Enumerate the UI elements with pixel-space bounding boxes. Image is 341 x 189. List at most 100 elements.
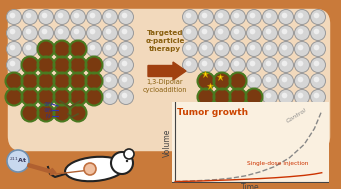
Circle shape	[311, 90, 326, 105]
Circle shape	[234, 13, 239, 18]
Circle shape	[38, 57, 55, 74]
Circle shape	[279, 74, 294, 88]
Circle shape	[295, 9, 310, 25]
Circle shape	[103, 9, 118, 25]
Circle shape	[262, 105, 279, 122]
Circle shape	[202, 61, 207, 66]
Circle shape	[23, 26, 38, 40]
Circle shape	[86, 57, 103, 74]
Circle shape	[106, 45, 112, 50]
Circle shape	[106, 13, 112, 18]
Circle shape	[182, 57, 197, 73]
Circle shape	[279, 57, 294, 73]
Circle shape	[21, 105, 39, 122]
Circle shape	[279, 9, 294, 25]
FancyArrow shape	[28, 163, 56, 175]
Circle shape	[213, 105, 231, 122]
Circle shape	[6, 26, 21, 40]
Text: 1,3-Dipolar
cycloaddition: 1,3-Dipolar cycloaddition	[143, 79, 187, 93]
Circle shape	[298, 13, 303, 18]
Circle shape	[202, 13, 207, 18]
Circle shape	[314, 29, 320, 34]
Circle shape	[54, 88, 71, 105]
Circle shape	[311, 42, 326, 57]
Circle shape	[198, 42, 213, 57]
Circle shape	[122, 61, 127, 66]
Circle shape	[198, 26, 213, 40]
Circle shape	[182, 42, 197, 57]
Circle shape	[38, 40, 55, 57]
Circle shape	[42, 13, 47, 18]
Circle shape	[54, 57, 71, 74]
Circle shape	[90, 13, 95, 18]
Circle shape	[119, 90, 133, 105]
X-axis label: Time: Time	[241, 183, 260, 189]
Circle shape	[87, 9, 102, 25]
Circle shape	[70, 88, 87, 105]
Circle shape	[314, 13, 320, 18]
Circle shape	[119, 26, 133, 40]
Circle shape	[26, 13, 31, 18]
Circle shape	[295, 90, 310, 105]
Circle shape	[122, 77, 127, 82]
Circle shape	[39, 26, 54, 40]
Circle shape	[10, 13, 15, 18]
Circle shape	[186, 29, 191, 34]
Circle shape	[87, 26, 102, 40]
Circle shape	[7, 150, 29, 172]
Circle shape	[122, 13, 127, 18]
Circle shape	[231, 57, 246, 73]
Circle shape	[198, 57, 213, 73]
Circle shape	[90, 45, 95, 50]
Circle shape	[282, 13, 287, 18]
Circle shape	[218, 29, 223, 34]
Text: $\oplus$N: $\oplus$N	[43, 106, 53, 114]
Circle shape	[42, 29, 47, 34]
Circle shape	[214, 26, 229, 40]
Circle shape	[311, 26, 326, 40]
Circle shape	[124, 149, 134, 159]
Circle shape	[295, 42, 310, 57]
Circle shape	[106, 77, 112, 82]
Circle shape	[103, 42, 118, 57]
Circle shape	[263, 42, 278, 57]
Circle shape	[182, 26, 197, 40]
Circle shape	[26, 29, 31, 34]
Circle shape	[263, 90, 278, 105]
Circle shape	[279, 42, 294, 57]
Circle shape	[298, 45, 303, 50]
Circle shape	[202, 45, 207, 50]
Circle shape	[229, 88, 247, 105]
Text: Control: Control	[285, 107, 307, 123]
Circle shape	[90, 29, 95, 34]
Circle shape	[70, 57, 87, 74]
Circle shape	[213, 88, 231, 105]
Circle shape	[26, 45, 31, 50]
Circle shape	[266, 77, 271, 82]
Circle shape	[70, 105, 87, 122]
Text: Targeted
α-particle
therapy: Targeted α-particle therapy	[145, 29, 185, 53]
Circle shape	[6, 9, 21, 25]
Circle shape	[71, 9, 86, 25]
Circle shape	[55, 26, 70, 40]
Circle shape	[279, 90, 294, 105]
Circle shape	[246, 105, 263, 122]
Circle shape	[314, 109, 320, 114]
FancyBboxPatch shape	[5, 6, 333, 154]
Circle shape	[218, 45, 223, 50]
Circle shape	[298, 93, 303, 98]
Circle shape	[246, 88, 263, 105]
Circle shape	[250, 29, 255, 34]
Circle shape	[295, 26, 310, 40]
Circle shape	[10, 45, 15, 50]
FancyArrow shape	[148, 62, 186, 80]
Circle shape	[119, 9, 133, 25]
Circle shape	[103, 90, 118, 105]
Circle shape	[282, 61, 287, 66]
Circle shape	[39, 9, 54, 25]
Circle shape	[266, 61, 271, 66]
Circle shape	[186, 45, 191, 50]
Circle shape	[106, 61, 112, 66]
Circle shape	[247, 9, 262, 25]
Circle shape	[38, 105, 55, 122]
